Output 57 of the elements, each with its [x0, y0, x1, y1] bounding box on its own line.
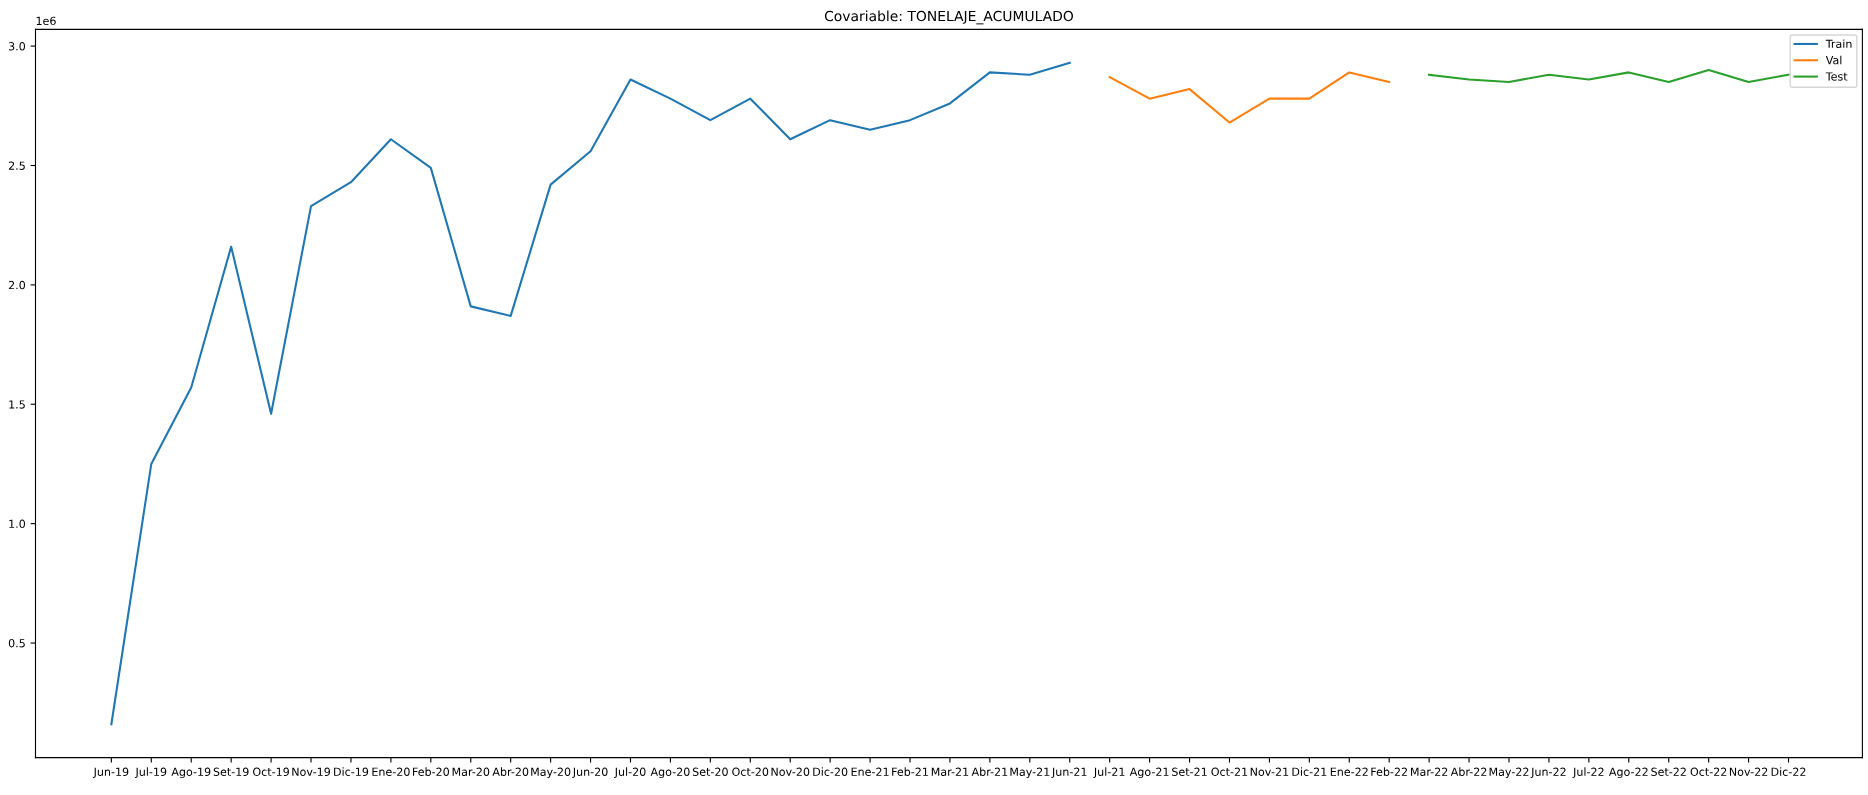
- legend-label: Test: [1825, 72, 1848, 81]
- line-series: [1108, 71, 1391, 124]
- x-tick-label: Jun-21: [1051, 767, 1087, 779]
- chart-title: Covariable: TONELAJE_ACUMULADO: [824, 10, 1074, 25]
- y-tick-label: 2.5: [8, 161, 25, 170]
- x-tick-label: Mar-20: [452, 767, 490, 776]
- text: 1e6: [36, 16, 56, 26]
- x-tick-label: Ene-21: [851, 767, 889, 776]
- x-tick-label: Feb-22: [1371, 767, 1407, 776]
- x-tick-label: May-21: [1010, 767, 1050, 779]
- x-tick-label: Mar-21: [931, 767, 969, 776]
- x-tick-label: Jun-22: [1530, 767, 1566, 779]
- x-tick-label: May-20: [531, 767, 571, 779]
- x-tick-label: Jul-22: [1572, 767, 1604, 779]
- x-tick-label: Ago-22: [1608, 767, 1648, 779]
- x-tick-label: Jul-19: [134, 767, 167, 779]
- x-tick-label: Dic-21: [1292, 767, 1327, 776]
- x-tick-label: Set-21: [1172, 767, 1207, 776]
- x-tick-label: Oct-19: [253, 767, 289, 776]
- x-tick-label: Set-22: [1651, 767, 1686, 776]
- x-tick-label: Oct-22: [1690, 767, 1727, 776]
- legend-label: Val: [1825, 55, 1842, 65]
- x-tick-label: Jun-19: [93, 767, 129, 779]
- line-series: [110, 61, 1071, 726]
- y-tick-label: 3.0: [8, 42, 26, 51]
- x-tick-label: Nov-21: [1250, 767, 1289, 776]
- x-tick-label: Ene-22: [1330, 767, 1368, 776]
- x-tick-label: Nov-22: [1729, 767, 1768, 776]
- x-tick-label: Ago-19: [171, 767, 211, 779]
- x-tick-label: Ago-21: [1129, 767, 1169, 779]
- x-tick-label: Ago-20: [650, 767, 690, 779]
- y-tick-label: 1.5: [9, 400, 25, 409]
- x-tick-label: Nov-20: [771, 767, 810, 776]
- x-tick-label: Mar-22: [1411, 767, 1448, 776]
- x-tick-label: Abr-20: [492, 767, 529, 776]
- x-tick-label: Feb-21: [892, 767, 928, 776]
- x-tick-label: Oct-20: [732, 767, 769, 776]
- x-tick-label: Set-20: [692, 767, 728, 776]
- x-tick-label: Oct-21: [1211, 767, 1248, 776]
- x-tick-label: Jul-21: [1093, 767, 1125, 779]
- x-tick-label: Set-19: [213, 767, 249, 776]
- x-tick-label: Dic-19: [334, 767, 369, 776]
- x-tick-label: Nov-19: [292, 767, 331, 776]
- x-tick-label: Ene-20: [372, 767, 410, 776]
- x-tick-label: Abr-21: [971, 767, 1008, 776]
- y-tick-label: 2.0: [8, 280, 26, 290]
- x-tick-label: Jun-20: [572, 767, 608, 779]
- x-tick-label: Dic-22: [1771, 767, 1806, 776]
- x-tick-label: Jul-20: [614, 767, 646, 779]
- y-tick-label: 1.0: [9, 519, 26, 529]
- x-tick-label: Feb-20: [413, 767, 449, 776]
- x-tick-label: Abr-22: [1450, 767, 1487, 776]
- legend-label: Train: [1825, 39, 1852, 49]
- x-tick-label: May-22: [1489, 767, 1529, 779]
- x-tick-label: Dic-20: [813, 767, 848, 776]
- y-tick-label: 0.5: [8, 639, 25, 648]
- line-series: [1428, 68, 1790, 83]
